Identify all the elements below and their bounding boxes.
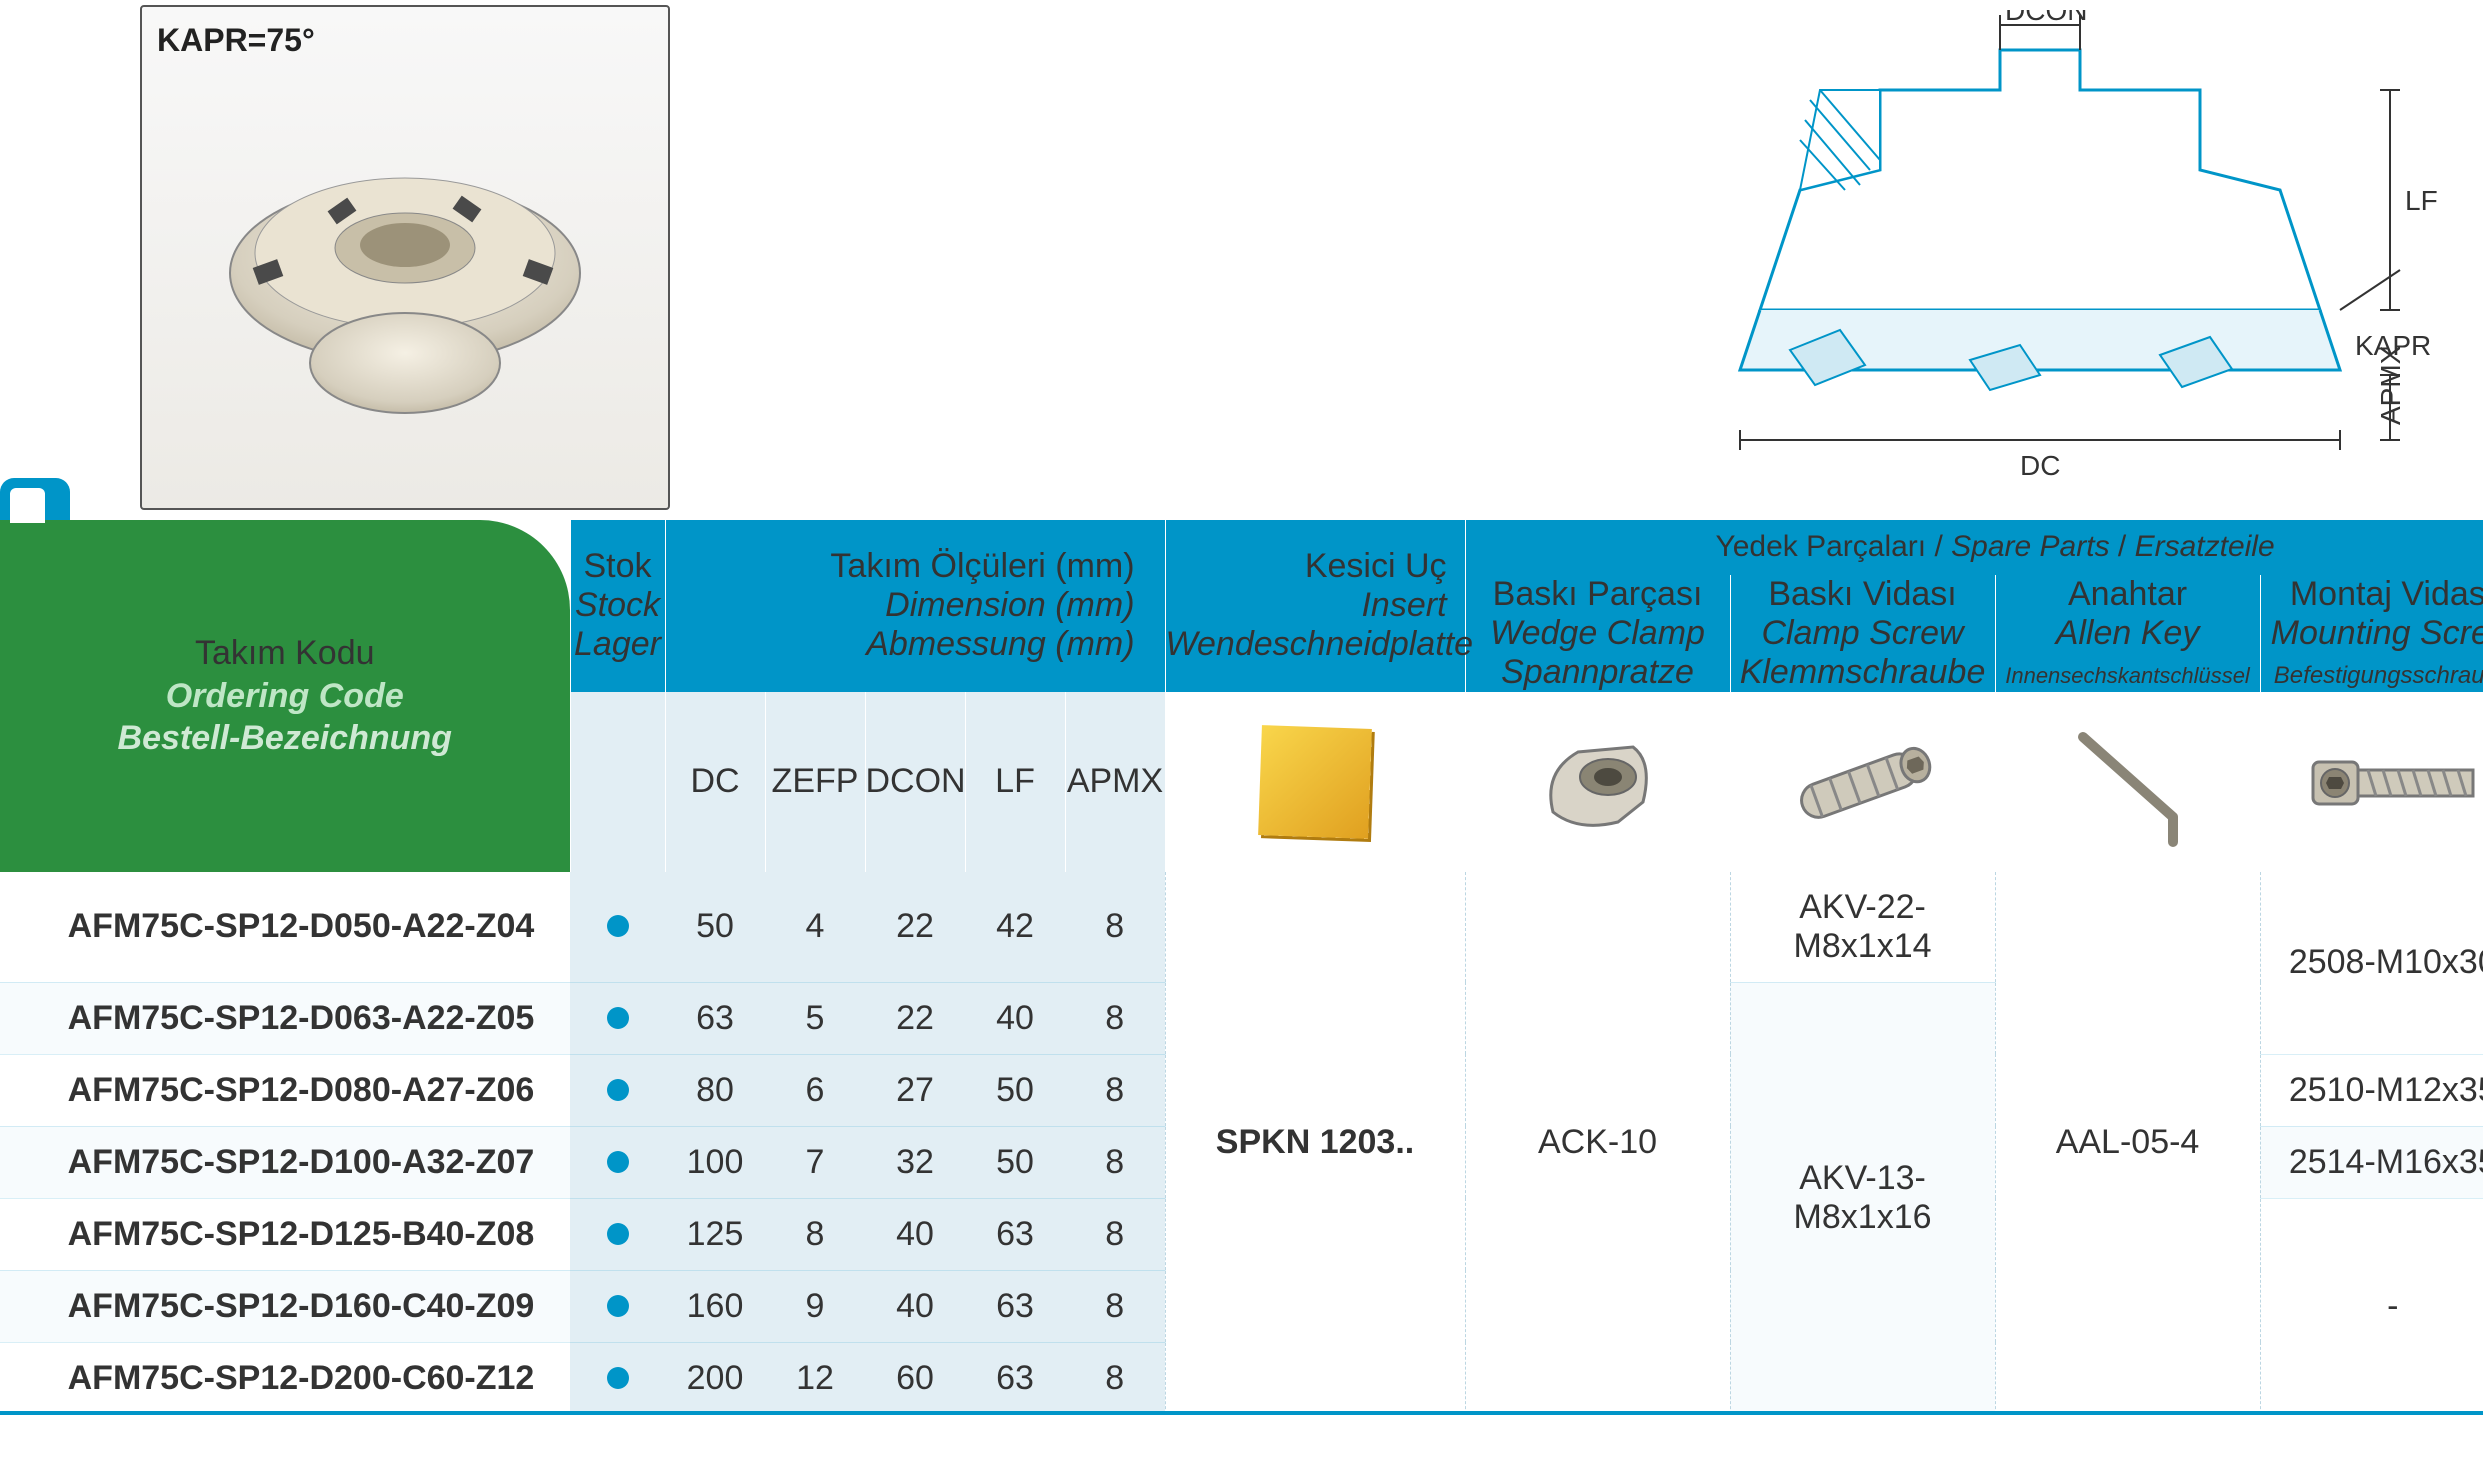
stock-dot-icon — [607, 1223, 629, 1245]
stock-subheader — [570, 692, 665, 872]
dc-col-label: DC — [665, 692, 765, 872]
zefp-col-label: ZEFP — [765, 692, 865, 872]
dcon-col-label: DCON — [865, 692, 965, 872]
wedge-clamp-value: ACK-10 — [1465, 872, 1730, 1415]
diagram-dc-label: DC — [2020, 450, 2060, 481]
spare-parts-group-header: Yedek Parçaları / Spare Parts / Ersatzte… — [1465, 520, 2483, 575]
stock-dot-icon — [607, 1367, 629, 1389]
diagram-apmx-label: APMX — [2375, 345, 2406, 425]
diagram-dcon-label: DCON — [2005, 10, 2087, 26]
allen-key-header: AnahtarAllen KeyInnensechskantschlüssel — [1995, 575, 2260, 692]
ordering-code-header: Takım Kodu Ordering Code Bestell-Bezeich… — [0, 520, 570, 872]
stock-header: Stok Stock Lager — [570, 520, 665, 692]
apmx-col-label: APMX — [1065, 692, 1165, 872]
stock-dot-icon — [607, 1151, 629, 1173]
mounting-screw-value-2: 2510-M12x35 — [2260, 1054, 2483, 1126]
mounting-screw-value-3: 2514-M16x35 — [2260, 1126, 2483, 1198]
table-row: AFM75C-SP12-D050-A22-Z04 50 4 22 42 8 SP… — [0, 872, 2483, 983]
stock-dot-icon — [607, 915, 629, 937]
insert-header: Kesici Uç Insert Wendeschneidplatte — [1165, 520, 1465, 692]
tab-notch — [0, 478, 70, 520]
clamp-screw-value-rest: AKV-13-M8x1x16 — [1730, 982, 1995, 1414]
mounting-screw-header: Montaj VidasıMounting ScrewBefestigungss… — [2260, 575, 2483, 692]
diagram-lf-label: LF — [2405, 185, 2438, 216]
bottom-rule — [0, 1411, 2483, 1415]
insert-value: SPKN 1203.. — [1165, 872, 1465, 1415]
code-cell: AFM75C-SP12-D050-A22-Z04 — [0, 872, 570, 983]
clamp-screw-value-top: AKV-22-M8x1x14 — [1730, 872, 1995, 983]
allen-key-value: AAL-05-4 — [1995, 872, 2260, 1415]
spec-table: Takım Kodu Ordering Code Bestell-Bezeich… — [0, 520, 2483, 1415]
mounting-screw-value-1: 2508-M10x30 — [2260, 872, 2483, 1055]
clamp-screw-header: Baskı VidasıClamp ScrewKlemmschraube — [1730, 575, 1995, 692]
insert-icon-cell — [1165, 692, 1465, 872]
wedge-clamp-icon — [1523, 722, 1673, 842]
insert-icon — [1258, 725, 1372, 839]
product-photo-illustration — [215, 133, 595, 433]
data-rows: AFM75C-SP12-D050-A22-Z04 50 4 22 42 8 SP… — [0, 872, 2483, 1415]
wedge-clamp-header: Baskı ParçasıWedge ClampSpannpratze — [1465, 575, 1730, 692]
lf-col-label: LF — [965, 692, 1065, 872]
mounting-screw-icon — [2298, 732, 2483, 832]
clamp-screw-icon — [1778, 727, 1948, 837]
allen-key-icon-cell — [1995, 692, 2260, 872]
wedge-clamp-icon-cell — [1465, 692, 1730, 872]
technical-diagram: DCON LF KAPR DC APMX — [1640, 10, 2440, 490]
dimensions-header: Takım Ölçüleri (mm) Dimension (mm) Abmes… — [665, 520, 1165, 692]
clamp-screw-icon-cell — [1730, 692, 1995, 872]
stock-dot-icon — [607, 1295, 629, 1317]
mounting-screw-value-rest: - — [2260, 1198, 2483, 1414]
allen-key-icon — [2053, 717, 2203, 847]
spec-table-container: Takım Kodu Ordering Code Bestell-Bezeich… — [0, 520, 2483, 1415]
mounting-screw-icon-cell — [2260, 692, 2483, 872]
stock-dot-icon — [607, 1007, 629, 1029]
product-photo-frame: KAPR=75° — [140, 5, 670, 510]
stock-dot-icon — [607, 1079, 629, 1101]
page: KAPR=75° — [0, 0, 2483, 1458]
kapr-label: KAPR=75° — [157, 22, 315, 59]
